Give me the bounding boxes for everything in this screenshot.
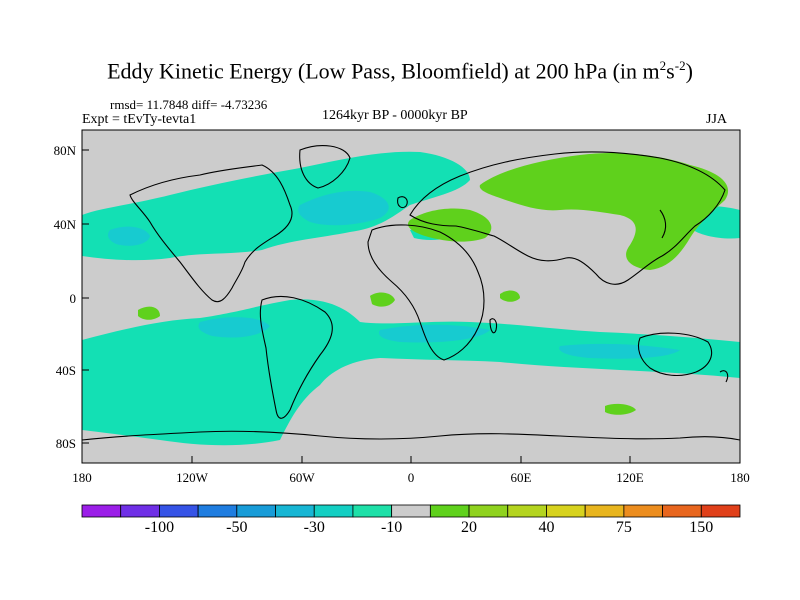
coast-north-america (129, 164, 293, 303)
map-ticks (81, 149, 741, 463)
field-southern-core-1 (198, 317, 270, 338)
lon-tick-label: 60E (510, 470, 532, 485)
stats-text: rmsd= 11.7848 diff= -4.73236 (110, 97, 268, 112)
lat-tick-label: 80N (53, 143, 76, 158)
lat-tick-label: 40S (55, 363, 76, 378)
colorbar-label: -10 (380, 519, 403, 536)
colorbar-label: -30 (303, 519, 325, 536)
lon-tick-label: 180 (72, 470, 92, 485)
field-southern-core-3 (559, 343, 680, 359)
colorbar-swatch (468, 504, 509, 518)
field-north-atlantic-negative (82, 151, 470, 261)
colorbar-swatch (584, 504, 625, 518)
coast-uk (397, 196, 408, 209)
lon-tick-label: 120E (616, 470, 644, 485)
field-north-atlantic-core (298, 190, 389, 226)
colorbar-label: 75 (615, 519, 632, 536)
period-label: 1264kyr BP - 0000kyr BP (322, 108, 468, 123)
coast-new-zealand (719, 370, 729, 383)
coastlines (82, 145, 740, 441)
coast-eurasia (409, 151, 726, 285)
colorbar-label: -100 (144, 519, 175, 536)
lon-tick-label: 180 (730, 470, 750, 485)
field-africa-positive (370, 292, 395, 307)
colorbar-swatch (700, 504, 741, 518)
lat-tick-label: 40N (53, 217, 76, 232)
field-layer (82, 130, 740, 463)
lon-tick-label: 60W (289, 470, 315, 485)
colorbar-swatch (236, 504, 276, 518)
field-europe-positive (407, 208, 492, 242)
colorbar-label: 40 (538, 519, 555, 536)
colorbar-label: 150 (689, 519, 714, 536)
coast-greenland (299, 145, 351, 189)
colorbar (81, 504, 741, 518)
lat-tick-label: 80S (55, 436, 76, 451)
colorbar-swatch (81, 504, 122, 518)
colorbar-swatch (120, 504, 160, 518)
map-title: Eddy Kinetic Energy (Low Pass, Bloomfiel… (107, 58, 693, 84)
experiment-label: Expt = tEvTy-tevta1 (82, 112, 197, 127)
colorbar-swatch (159, 504, 199, 518)
colorbar-swatch (313, 504, 354, 518)
colorbar-swatch (391, 504, 431, 518)
field-south-indian-positive (605, 403, 636, 415)
field-africa-positive-2 (500, 290, 520, 302)
lat-tick-label: 0 (69, 291, 77, 306)
lon-tick-label: 120W (176, 470, 208, 485)
colorbar-swatch (429, 504, 470, 518)
colorbar-swatch (275, 504, 315, 518)
coast-madagascar (489, 318, 498, 334)
colorbar-swatch (546, 504, 586, 518)
field-southern-core-2 (378, 324, 490, 343)
field-north-america-core (108, 226, 150, 246)
field-pacific-positive (138, 306, 160, 320)
coast-south-america (259, 295, 333, 419)
colorbar-swatch (352, 504, 393, 518)
lon-tick-label: 0 (407, 470, 415, 485)
colorbar-swatch (662, 504, 702, 518)
colorbar-label: 20 (461, 519, 478, 536)
colorbar-swatch (197, 504, 238, 518)
colorbar-label: -50 (226, 519, 248, 536)
coast-australia (637, 332, 713, 377)
coast-japan (659, 209, 667, 239)
season-label: JJA (706, 112, 728, 127)
coast-africa (367, 224, 485, 361)
colorbar-swatch (507, 504, 547, 518)
field-eurasia-positive (479, 153, 729, 270)
colorbar-swatch (623, 504, 663, 518)
coast-antarctica (82, 430, 740, 441)
